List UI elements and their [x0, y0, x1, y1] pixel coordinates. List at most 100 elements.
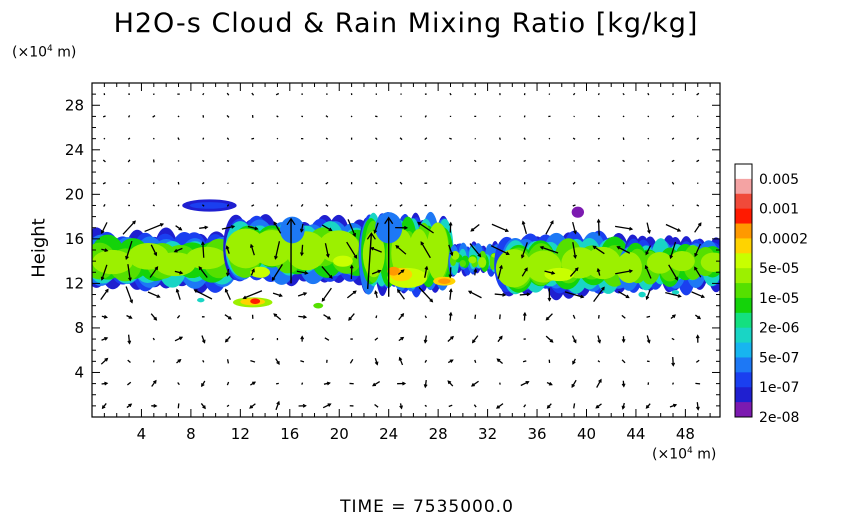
- wind-vector: [152, 115, 156, 118]
- wind-vector: [615, 225, 633, 230]
- wind-vector-head: [677, 228, 682, 232]
- wind-vector-head: [352, 290, 357, 295]
- chart-title: H2O-s Cloud & Rain Mixing Ratio [kg/kg]: [113, 8, 699, 39]
- colorbar-label: 5e-05: [759, 261, 799, 277]
- y-tick-label: 20: [65, 185, 84, 203]
- wind-vector: [102, 115, 106, 118]
- wind-vector: [522, 221, 528, 235]
- wind-vector-head: [596, 218, 601, 223]
- colorbar-swatch: [735, 342, 752, 358]
- colorbar-label: 2e-06: [759, 321, 799, 337]
- wind-vector: [645, 265, 652, 279]
- wind-vector-head: [694, 266, 698, 271]
- wind-vector: [669, 241, 677, 259]
- wind-vector: [424, 266, 428, 278]
- wind-vector-head: [677, 293, 682, 298]
- wind-vector: [321, 287, 332, 302]
- wind-vector-head: [105, 288, 109, 293]
- cloud-region: [251, 229, 293, 267]
- wind-vector-head: [251, 268, 255, 273]
- wind-vector-head: [424, 265, 429, 270]
- wind-vector: [301, 244, 304, 256]
- x-tick-label: 32: [478, 425, 497, 443]
- wind-vector-head: [695, 334, 700, 339]
- wind-vector-head: [420, 241, 425, 246]
- wind-vector: [498, 159, 502, 163]
- wind-vector-head: [572, 360, 576, 365]
- wind-vector: [301, 182, 304, 185]
- wind-vector-head: [249, 405, 254, 409]
- wind-vector: [424, 315, 427, 319]
- wind-vector: [251, 92, 255, 96]
- wind-vector-head: [448, 274, 453, 279]
- wind-vector-head: [101, 230, 105, 235]
- wind-vector-head: [539, 245, 544, 250]
- wind-vector: [547, 204, 551, 207]
- wind-vector-head: [694, 252, 698, 258]
- cloud-feature: [438, 278, 451, 284]
- wind-vector: [399, 357, 404, 366]
- wind-vector: [471, 380, 479, 387]
- x-tick-label: 36: [527, 425, 546, 443]
- wind-vector: [300, 223, 304, 232]
- x-tick-label: 16: [280, 425, 299, 443]
- wind-vector: [592, 245, 605, 255]
- wind-vector-head: [399, 405, 403, 410]
- wind-vector: [325, 137, 329, 140]
- wind-vector-head: [524, 267, 528, 272]
- wind-vector: [572, 181, 576, 185]
- wind-vector: [420, 241, 431, 259]
- wind-vector: [300, 203, 304, 207]
- wind-vector: [177, 137, 180, 141]
- wind-vector: [596, 379, 602, 388]
- wind-vector: [152, 337, 155, 341]
- wind-vector: [226, 137, 230, 140]
- wind-vector-head: [645, 405, 650, 409]
- wind-vector-head: [447, 380, 452, 385]
- wind-vector-head: [595, 404, 600, 409]
- wind-vector: [665, 292, 681, 298]
- wind-vector: [346, 290, 357, 299]
- wind-vector: [470, 224, 480, 232]
- wind-vector: [621, 359, 626, 364]
- wind-vector-head: [201, 383, 205, 388]
- wind-vector: [122, 220, 136, 235]
- updraft-vector-head: [384, 216, 394, 225]
- wind-vector: [397, 289, 405, 300]
- wind-vector-head: [450, 335, 454, 340]
- wind-vector-head: [467, 290, 472, 295]
- wind-vector: [350, 115, 353, 118]
- cloud-region: [459, 260, 466, 267]
- wind-vector-head: [526, 292, 531, 297]
- wind-vector: [615, 270, 633, 275]
- x-tick-label: 28: [429, 425, 448, 443]
- wind-vector: [194, 289, 213, 300]
- wind-vector: [597, 335, 601, 343]
- wind-vector: [199, 226, 208, 229]
- wind-vector: [696, 402, 699, 410]
- wind-vector: [151, 380, 157, 387]
- wind-vector-head: [104, 381, 109, 386]
- wind-vector-head: [580, 294, 585, 299]
- wind-vector-head: [504, 228, 510, 233]
- wind-vector: [149, 266, 159, 278]
- wind-vector: [398, 313, 404, 321]
- wind-vector-head: [201, 339, 206, 344]
- wind-vector-head: [647, 229, 651, 234]
- wind-vector: [374, 337, 379, 341]
- wind-vector: [399, 159, 403, 163]
- wind-vector-head: [697, 315, 702, 320]
- wind-vector-head: [128, 403, 133, 408]
- wind-vector: [198, 266, 208, 278]
- wind-vector: [273, 313, 282, 321]
- wind-vector-head: [173, 248, 178, 253]
- wind-vector: [274, 241, 281, 259]
- wind-vector-head: [372, 382, 377, 387]
- wind-vector-head: [473, 268, 478, 273]
- wind-vector-head: [672, 314, 676, 319]
- wind-vector: [424, 404, 427, 407]
- wind-vector-head: [224, 288, 229, 293]
- x-axis-ticks: 4 8 12 16 20 24 28 32 36 40 44 48: [103, 83, 711, 443]
- wind-vector: [447, 336, 454, 342]
- colorbar-swatch: [735, 283, 752, 299]
